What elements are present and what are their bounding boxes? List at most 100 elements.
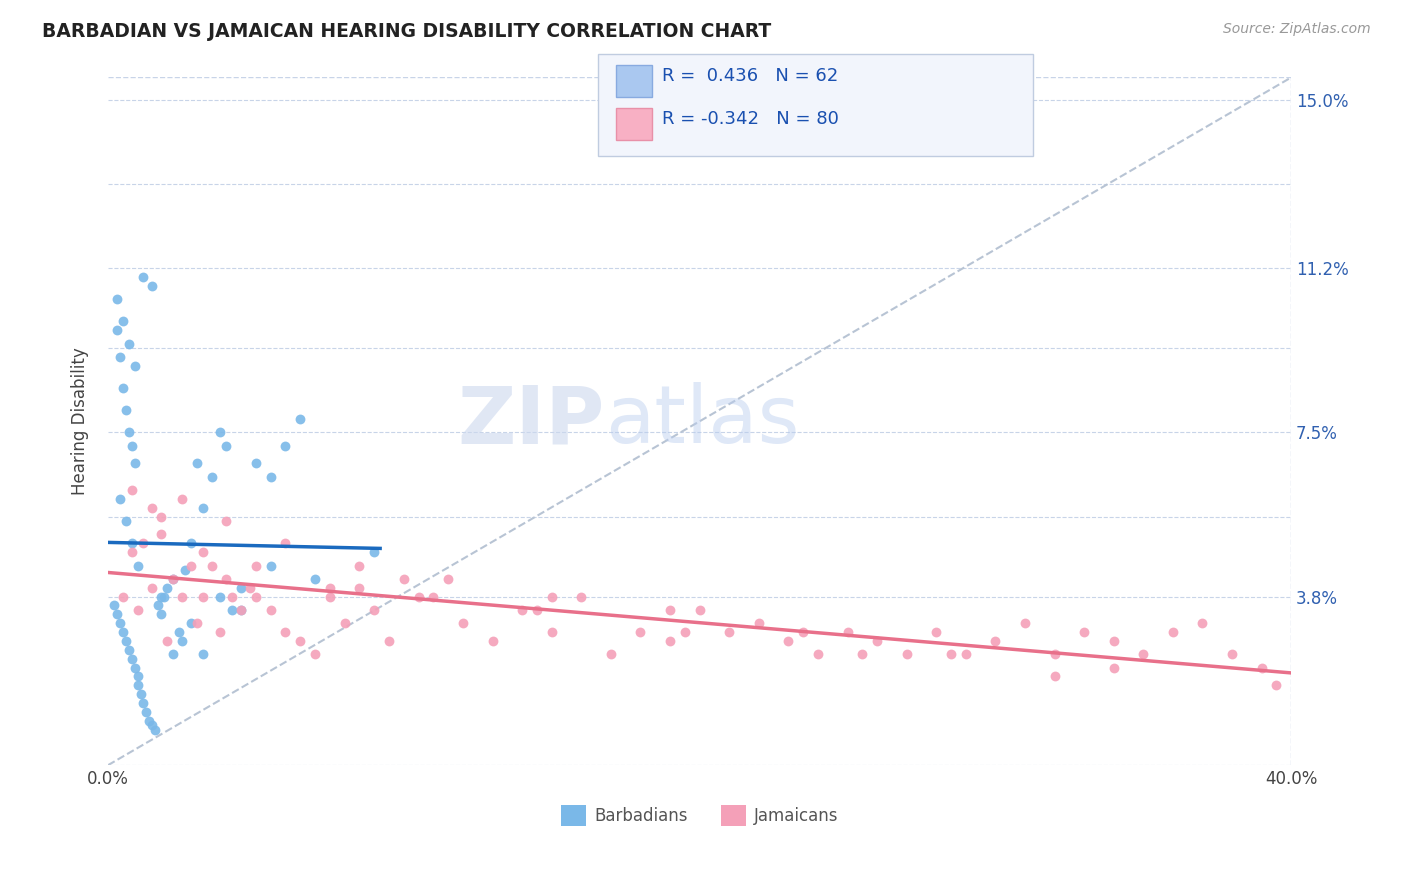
Point <box>103 599 125 613</box>
Point <box>156 634 179 648</box>
Point <box>186 616 208 631</box>
Point <box>121 439 143 453</box>
Point <box>221 590 243 604</box>
Point <box>540 590 562 604</box>
Point <box>659 634 682 648</box>
Point <box>209 590 232 604</box>
Point <box>319 581 342 595</box>
Point <box>191 500 214 515</box>
Point <box>569 590 592 604</box>
Point <box>124 359 146 373</box>
Point <box>111 314 134 328</box>
Point <box>304 572 326 586</box>
Point <box>108 616 131 631</box>
Point <box>135 705 157 719</box>
Point <box>170 634 193 648</box>
Point <box>392 572 415 586</box>
Point <box>245 558 267 573</box>
Point <box>955 647 977 661</box>
Point <box>304 647 326 661</box>
Point <box>141 279 163 293</box>
Text: Source: ZipAtlas.com: Source: ZipAtlas.com <box>1223 22 1371 37</box>
Point <box>260 603 283 617</box>
Point <box>153 590 176 604</box>
Point <box>121 651 143 665</box>
Point <box>127 603 149 617</box>
Point <box>896 647 918 661</box>
Point <box>111 625 134 640</box>
Point <box>191 545 214 559</box>
Point <box>363 603 385 617</box>
Point <box>105 323 128 337</box>
Point <box>150 509 173 524</box>
Point <box>925 625 948 640</box>
Point <box>180 558 202 573</box>
Point <box>209 425 232 440</box>
Point <box>141 500 163 515</box>
Point <box>191 647 214 661</box>
Point <box>105 607 128 622</box>
Legend: Barbadians, Jamaicans: Barbadians, Jamaicans <box>554 799 845 832</box>
Point <box>162 572 184 586</box>
Point <box>162 572 184 586</box>
Point <box>1043 647 1066 661</box>
Point <box>274 439 297 453</box>
Text: R = -0.342   N = 80: R = -0.342 N = 80 <box>662 110 839 128</box>
Point <box>837 625 859 640</box>
Point <box>510 603 533 617</box>
Point <box>1014 616 1036 631</box>
Point <box>630 625 652 640</box>
Point <box>121 483 143 497</box>
Point <box>170 590 193 604</box>
Point <box>180 616 202 631</box>
Point <box>260 558 283 573</box>
Point <box>200 469 222 483</box>
Point <box>1220 647 1243 661</box>
Point <box>141 581 163 595</box>
Point <box>1043 669 1066 683</box>
Point <box>121 545 143 559</box>
Point <box>127 678 149 692</box>
Point <box>229 603 252 617</box>
Point <box>239 581 262 595</box>
Point <box>349 581 371 595</box>
Point <box>1132 647 1154 661</box>
Point <box>1161 625 1184 640</box>
Point <box>124 457 146 471</box>
Point <box>807 647 830 661</box>
Point <box>451 616 474 631</box>
Point <box>118 425 141 440</box>
Point <box>540 625 562 640</box>
Point <box>108 350 131 364</box>
Point <box>984 634 1007 648</box>
Point <box>148 599 170 613</box>
Point <box>150 607 173 622</box>
Point <box>229 603 252 617</box>
Point <box>866 634 889 648</box>
Point <box>150 527 173 541</box>
Point <box>127 558 149 573</box>
Text: BARBADIAN VS JAMAICAN HEARING DISABILITY CORRELATION CHART: BARBADIAN VS JAMAICAN HEARING DISABILITY… <box>42 22 772 41</box>
Y-axis label: Hearing Disability: Hearing Disability <box>72 348 89 495</box>
Point <box>1073 625 1095 640</box>
Point <box>215 439 238 453</box>
Point <box>162 647 184 661</box>
Point <box>118 642 141 657</box>
Point <box>186 457 208 471</box>
Point <box>111 590 134 604</box>
Point <box>221 603 243 617</box>
Point <box>1102 660 1125 674</box>
Point <box>114 634 136 648</box>
Point <box>599 647 621 661</box>
Point <box>408 590 430 604</box>
Point <box>105 293 128 307</box>
Point <box>437 572 460 586</box>
Point <box>174 563 197 577</box>
Point <box>150 590 173 604</box>
Point <box>363 545 385 559</box>
Point <box>129 687 152 701</box>
Point <box>1191 616 1213 631</box>
Point <box>170 491 193 506</box>
Point <box>333 616 356 631</box>
Text: atlas: atlas <box>605 383 800 460</box>
